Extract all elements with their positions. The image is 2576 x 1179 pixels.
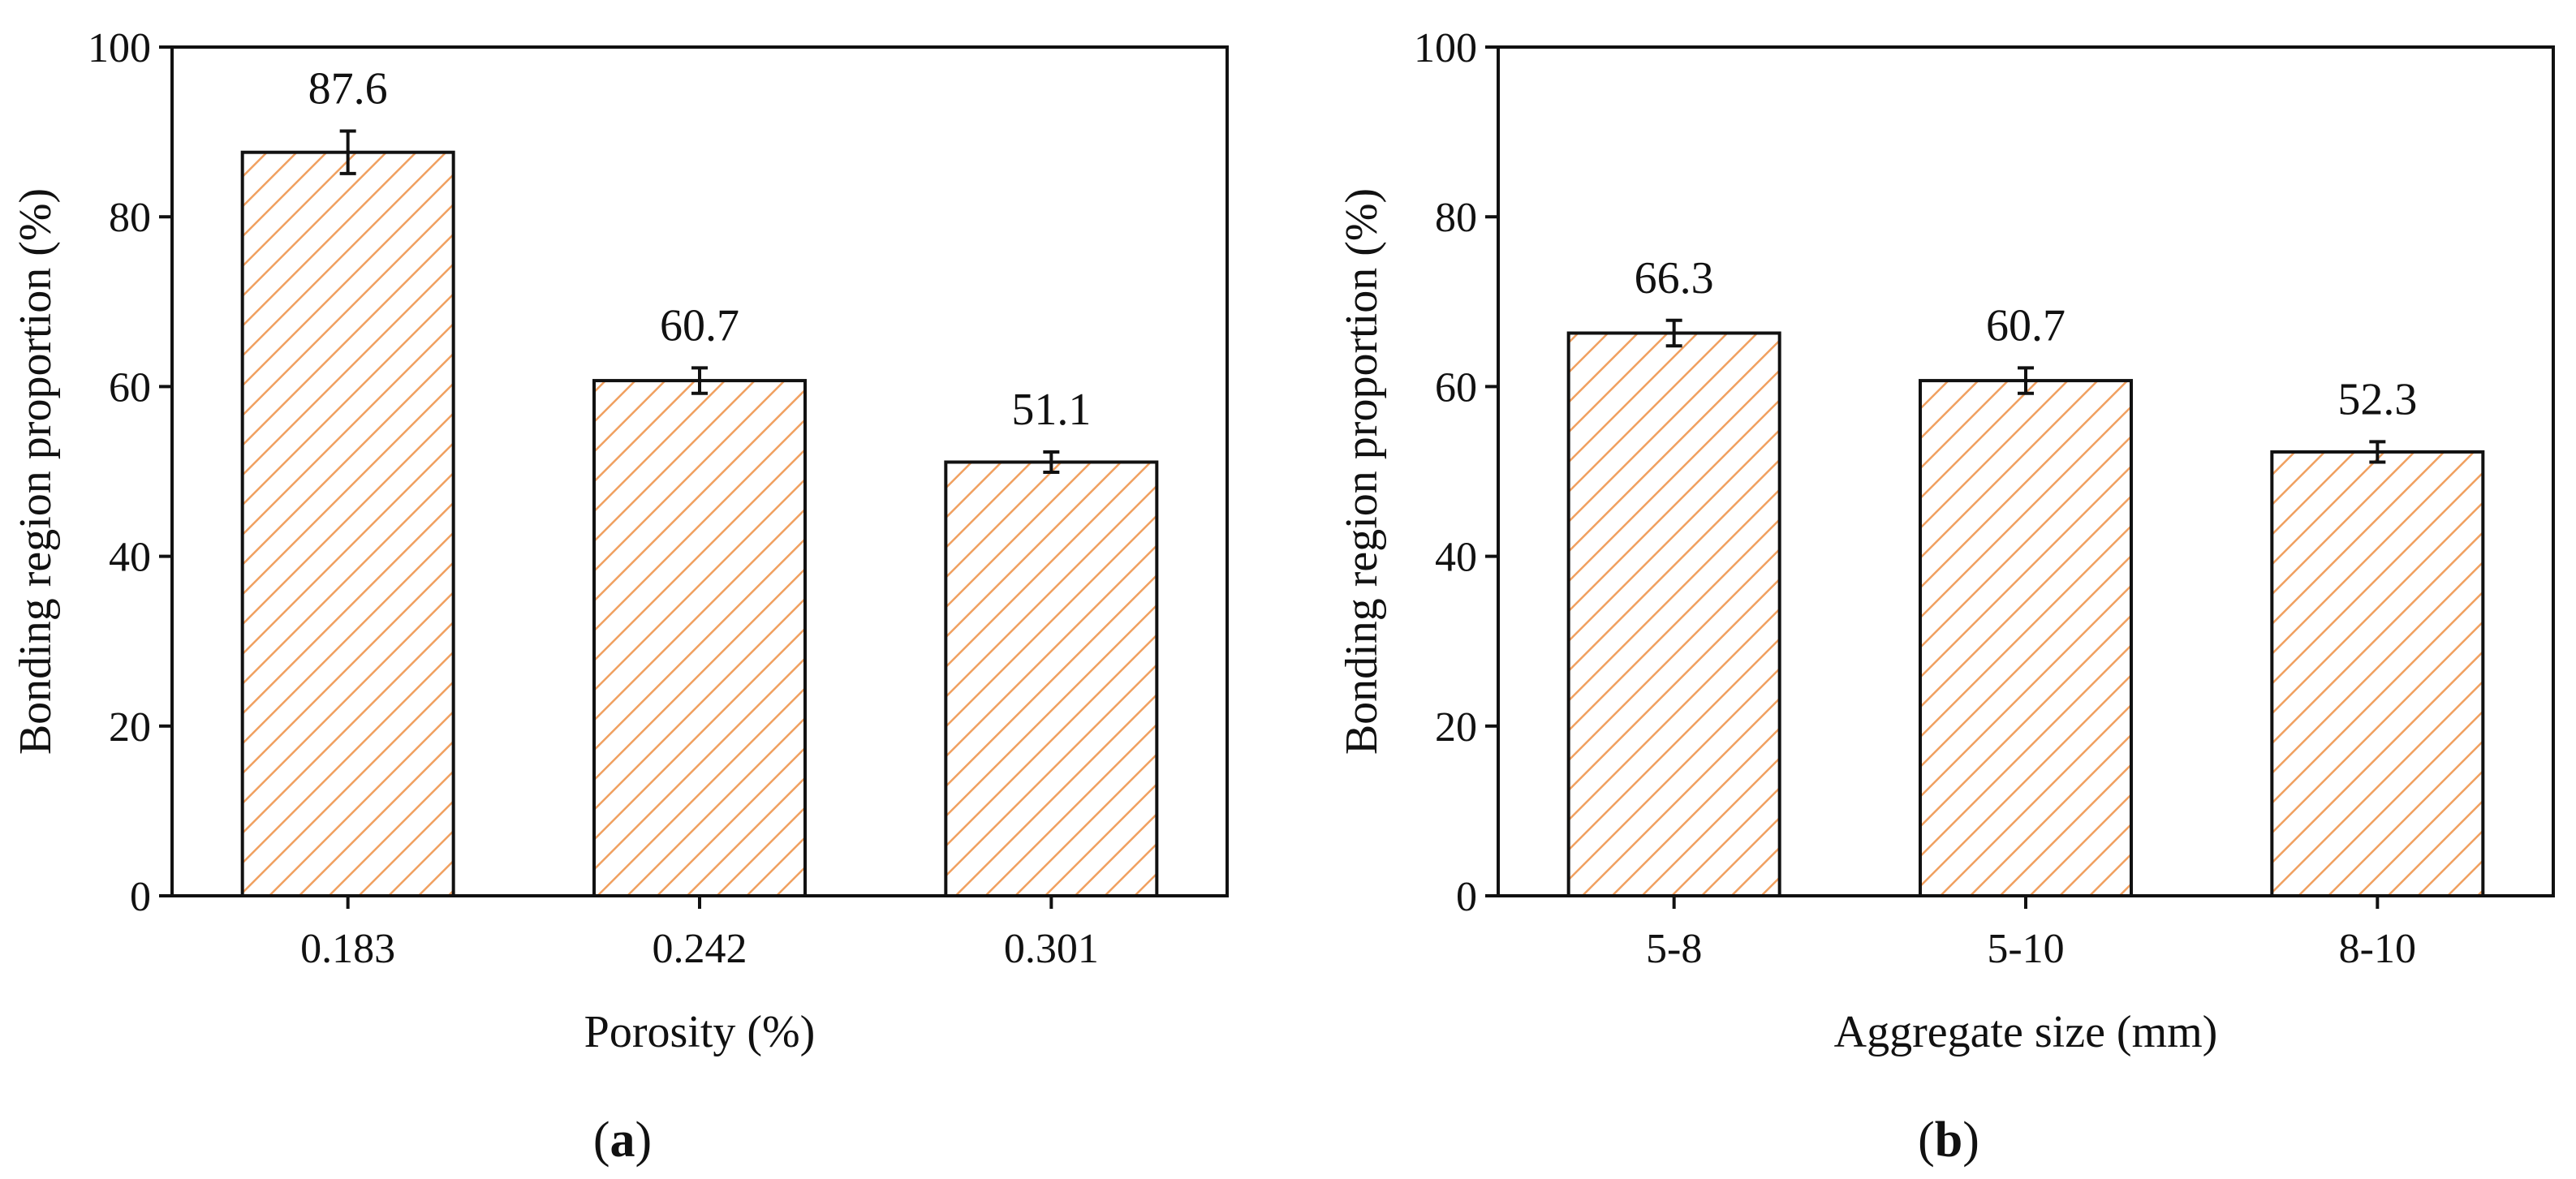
chart-panel-b: 0 20 40 60 80 100 66.3 60.7 52.3 5-8 5-10 8-10 Bo… [1337,25,2555,1168]
x-axis-title: Porosity (%) [584,1007,816,1057]
data-label: 60.7 [660,300,739,351]
y-tick-label: 100 [88,25,151,71]
panel-label-a: (a) [593,1112,652,1168]
panel-letter: b [1935,1112,1962,1168]
data-label: 60.7 [1986,300,2066,351]
x-axis-title: Aggregate size (mm) [1834,1007,2218,1057]
y-tick-label: 60 [109,364,151,411]
x-tick-label: 0.301 [1004,926,1099,972]
y-tick-label: 20 [1435,704,1477,751]
y-tick-label: 0 [130,874,151,920]
x-tick-label: 0.183 [300,926,395,972]
bar [1566,331,1781,897]
bars: 87.6 60.7 51.1 [240,64,1159,898]
y-tick-label: 80 [1435,195,1477,241]
panel-letter: a [610,1112,635,1168]
x-axis: 0.183 0.242 0.301 [300,896,1099,972]
panel-label-b: (b) [1918,1112,1979,1168]
x-tick-label: 5-10 [1987,926,2064,972]
y-tick-label: 40 [1435,535,1477,581]
data-label: 52.3 [2337,374,2417,424]
y-tick-label: 80 [109,195,151,241]
y-tick-label: 60 [1435,364,1477,411]
y-axis: 0 20 40 60 80 100 [88,25,172,920]
data-label: 51.1 [1011,385,1091,435]
y-tick-label: 100 [1414,25,1477,71]
bar [592,379,807,897]
x-axis: 5-8 5-10 8-10 [1646,896,2416,972]
x-tick-label: 0.242 [653,926,747,972]
data-label: 87.6 [308,64,388,114]
bar [944,460,1159,897]
chart-panel-a: 0 20 40 60 80 100 87.6 60.7 51.1 0.183 0.242 0.30… [11,25,1229,1168]
y-axis-title: Bonding region proportion (%) [1337,188,1387,755]
bars: 66.3 60.7 52.3 [1566,253,2485,897]
x-tick-label: 5-8 [1646,926,1702,972]
bar [240,150,455,898]
data-label: 66.3 [1635,253,1714,303]
y-axis: 0 20 40 60 80 100 [1414,25,1498,920]
y-axis-title: Bonding region proportion (%) [11,188,61,755]
bar [2270,450,2485,897]
y-tick-label: 20 [109,704,151,751]
y-tick-label: 0 [1456,874,1477,920]
bar [1919,379,2133,897]
x-tick-label: 8-10 [2339,926,2416,972]
y-tick-label: 40 [109,535,151,581]
